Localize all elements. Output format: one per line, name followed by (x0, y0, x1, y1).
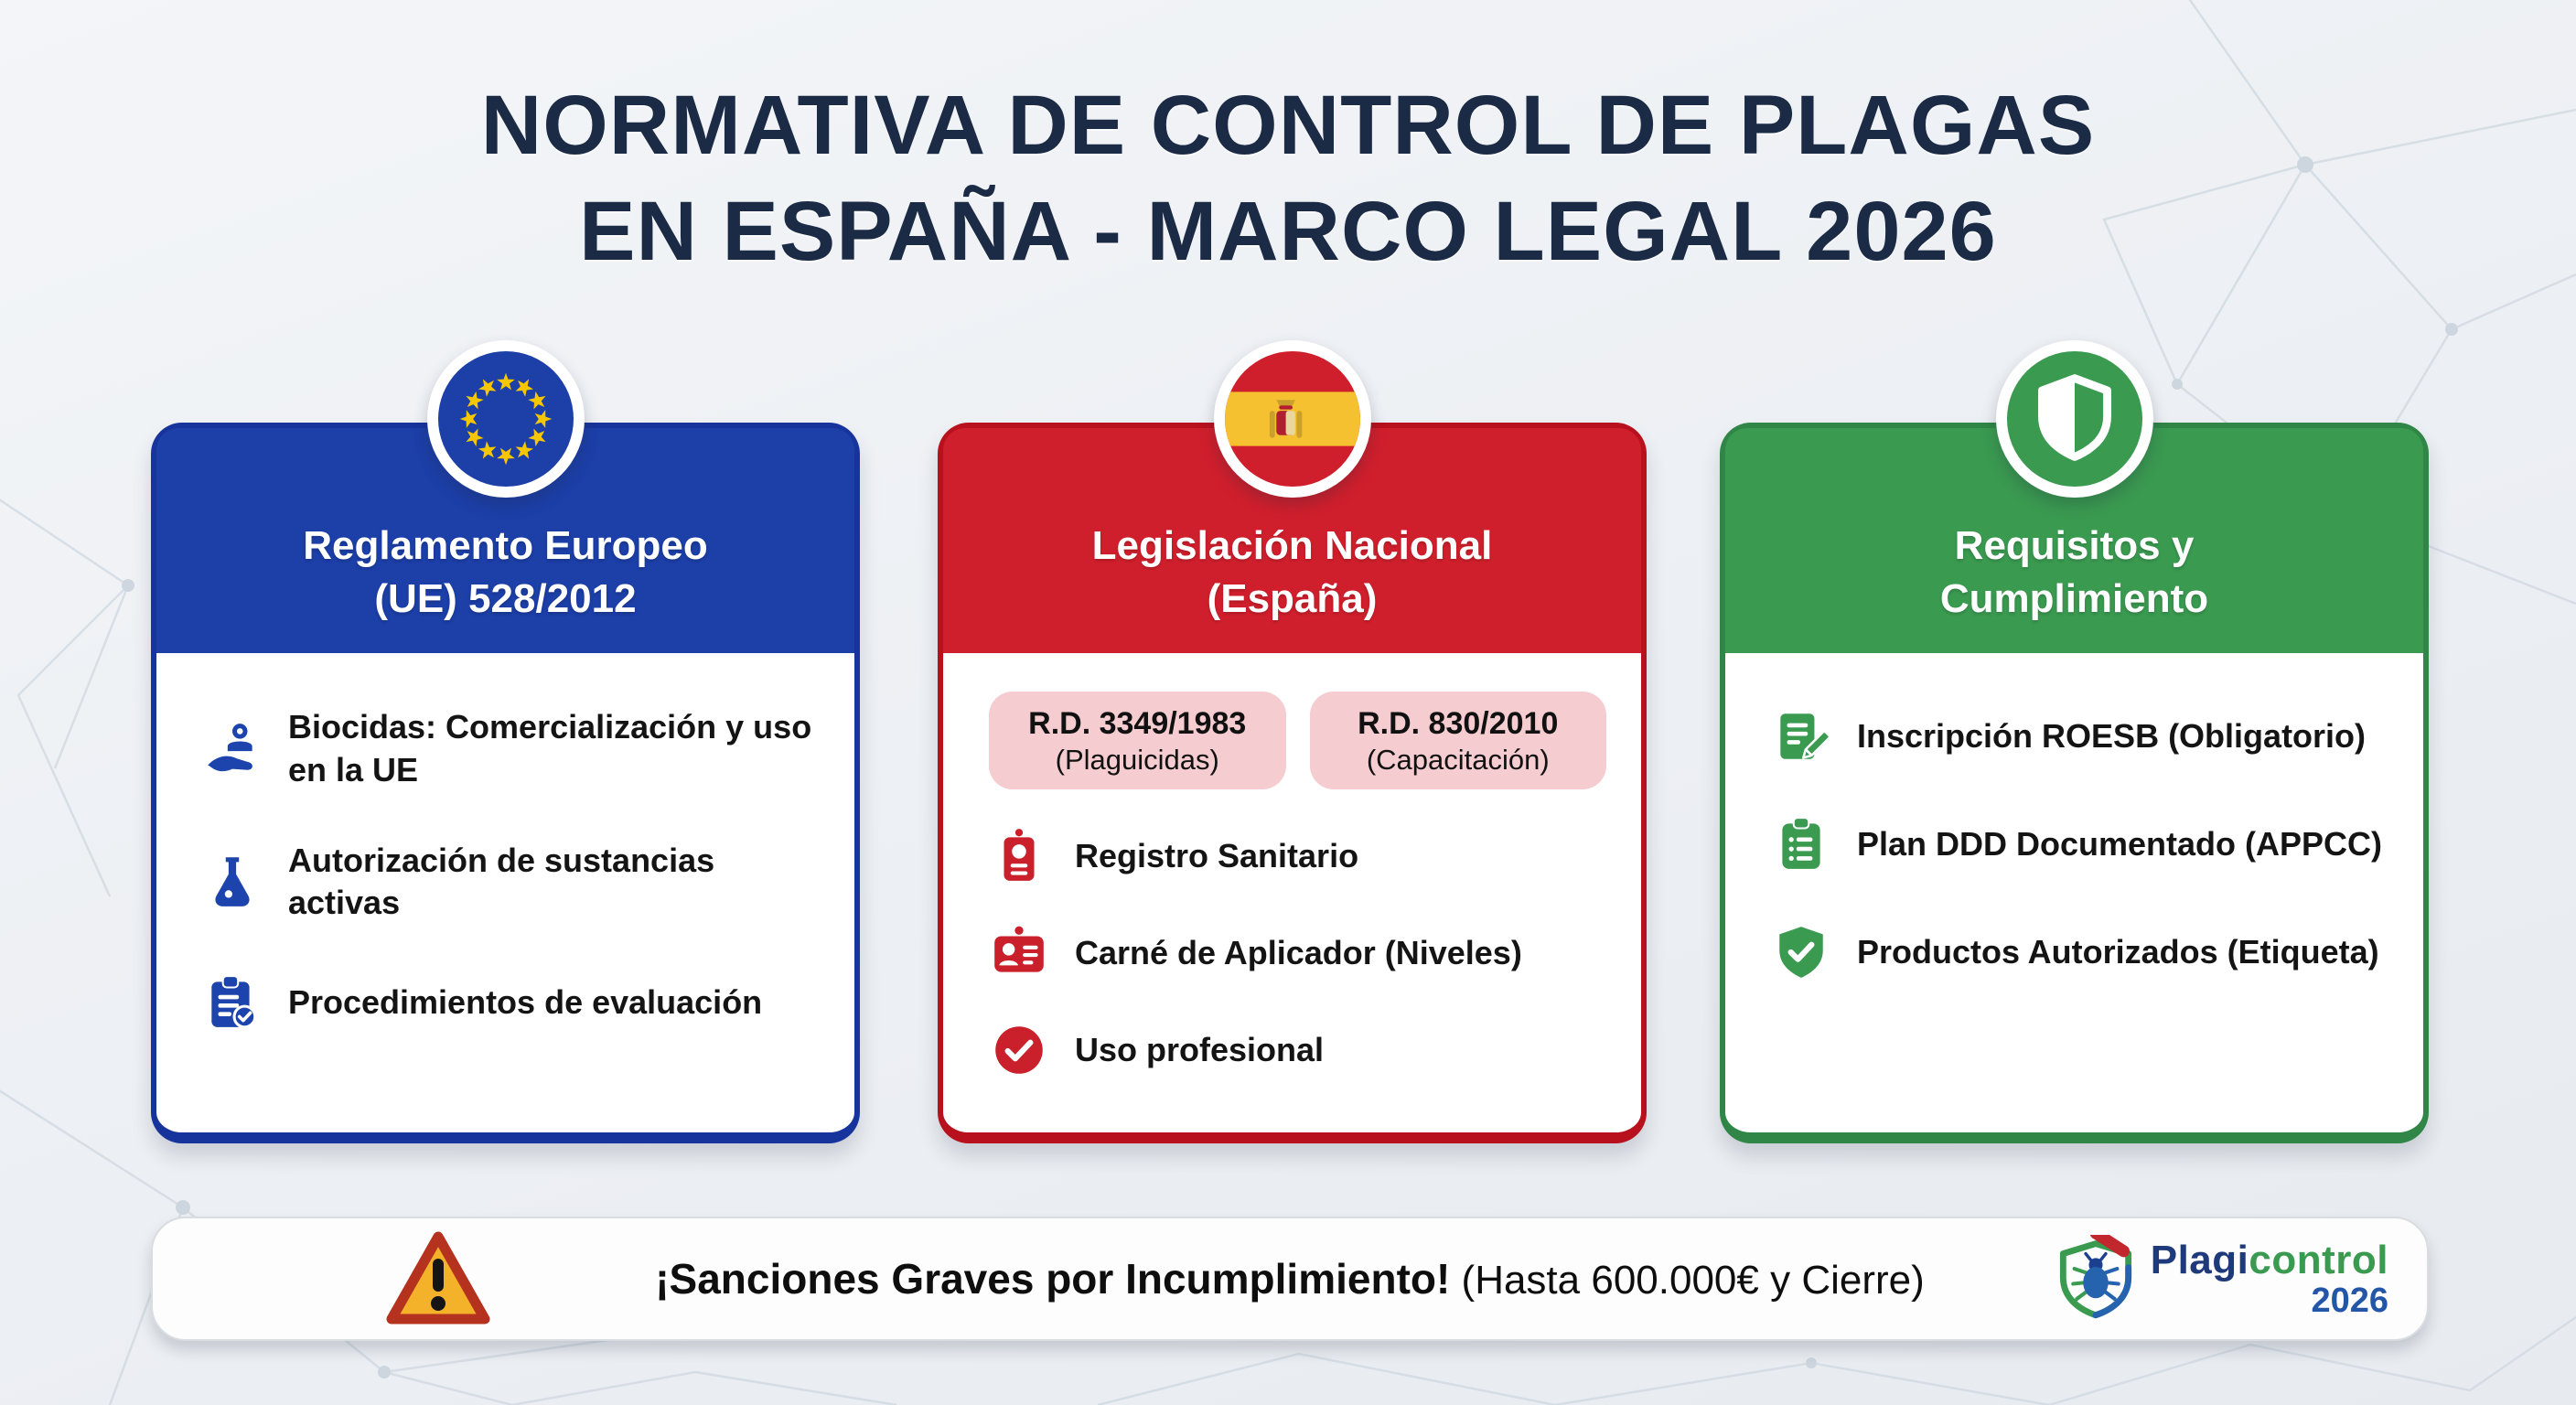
hand-care-icon (202, 719, 263, 779)
sanctions-text: ¡Sanciones Graves por Incumplimiento! (H… (655, 1254, 1925, 1303)
card-spain-title: Legislación Nacional (España) (1092, 520, 1493, 626)
card-spain-title-line2: (España) (1207, 575, 1378, 621)
card-compliance-title-line2: Cumplimiento (1939, 575, 2209, 621)
page-title-line1: NORMATIVA DE CONTROL DE PLAGAS (480, 79, 2096, 172)
id-badge-icon (989, 826, 1049, 886)
card-eu-body: Biocidas: Comercialización y uso en la U… (156, 653, 854, 1033)
sanctions-text-normal: (Hasta 600.000€ y Cierre) (1450, 1258, 1925, 1303)
list-item-text: Carné de Aplicador (Niveles) (1075, 933, 1522, 971)
plagicontrol-logo-name: Plagicontrol (2151, 1238, 2388, 1283)
list-item-text: Autorización de sustancias activas (288, 841, 715, 922)
plagicontrol-logo-text: Plagicontrol 2026 (2151, 1238, 2388, 1321)
eu-flag-icon (426, 340, 585, 498)
clipboard-list-icon (1771, 814, 1831, 874)
card-eu-title: Reglamento Europeo (UE) 528/2012 (303, 520, 708, 626)
card-spain-title-line1: Legislación Nacional (1091, 522, 1493, 568)
list-item-lead: Biocidas: (288, 708, 437, 745)
list-item: Uso profesional (989, 1020, 1606, 1080)
card-compliance-body: Inscripción ROESB (Obligatorio) Plan DDD… (1725, 653, 2423, 982)
decree-chips: R.D. 3349/1983 (Plaguicidas) R.D. 830/20… (989, 692, 1606, 789)
logo-name-part1: Plagi (2150, 1237, 2249, 1282)
warning-triangle-icon (386, 1231, 490, 1325)
list-item-text: Plan DDD Documentado (APPCC) (1857, 824, 2383, 863)
list-item: Procedimientos de evaluación (202, 972, 820, 1033)
document-pencil-icon (1771, 706, 1831, 767)
logo-name-part2: control (2249, 1237, 2388, 1282)
card-spain-body: R.D. 3349/1983 (Plaguicidas) R.D. 830/20… (943, 653, 1641, 1080)
id-card-icon (989, 923, 1049, 983)
decree-chip: R.D. 3349/1983 (Plaguicidas) (989, 692, 1286, 789)
list-item-text: Procedimientos de evaluación (288, 982, 763, 1021)
card-eu-title-line1: Reglamento Europeo (303, 522, 708, 568)
decree-chip-number: R.D. 830/2010 (1358, 706, 1559, 741)
flask-icon (202, 852, 263, 912)
list-item: Carné de Aplicador (Niveles) (989, 923, 1606, 983)
list-item-text: Productos Autorizados (Etiqueta) (1857, 932, 2379, 971)
list-item: Registro Sanitario (989, 826, 1606, 886)
card-eu-title-line2: (UE) 528/2012 (374, 575, 637, 621)
decree-chip: R.D. 830/2010 (Capacitación) (1309, 692, 1606, 789)
shield-check-icon (1771, 922, 1831, 982)
list-item: Plan DDD Documentado (APPCC) (1771, 814, 2388, 874)
logo-year: 2026 (2311, 1281, 2388, 1320)
card-compliance-title-line1: Requisitos y (1954, 522, 2195, 568)
clipboard-check-icon (202, 972, 263, 1033)
card-requirements-compliance: Requisitos y Cumplimiento (1720, 340, 2429, 1143)
list-item: Autorización de sustancias activas (202, 840, 820, 926)
card-national-legislation: Legislación Nacional (España) R.D. 3349/… (938, 340, 1647, 1143)
list-item-text: Inscripción ROESB (Obligatorio) (1857, 716, 2367, 755)
list-item-rest: Comercialización y uso en la UE (288, 708, 812, 788)
list-item: Biocidas: Comercialización y uso en la U… (202, 706, 820, 792)
check-circle-icon (989, 1020, 1049, 1080)
sanctions-banner: ¡Sanciones Graves por Incumplimiento! (H… (151, 1217, 2429, 1341)
list-item: Inscripción ROESB (Obligatorio) (1771, 706, 2388, 767)
list-item-text: Biocidas: Comercialización y uso en la U… (288, 706, 820, 792)
list-item-text: Uso profesional (1075, 1030, 1325, 1068)
decree-chip-number: R.D. 3349/1983 (1028, 706, 1247, 741)
shield-icon (1995, 340, 2153, 498)
list-item: Productos Autorizados (Etiqueta) (1771, 922, 2388, 982)
decree-chip-subject: (Capacitación) (1366, 744, 1550, 776)
card-compliance-title: Requisitos y Cumplimiento (1940, 520, 2208, 626)
card-eu-regulation: Reglamento Europeo (UE) 528/2012 Biocida… (151, 340, 860, 1143)
sanctions-text-bold: ¡Sanciones Graves por Incumplimiento! (655, 1255, 1451, 1303)
plagicontrol-shield-bug-icon (2059, 1235, 2131, 1319)
spain-flag-icon (1213, 340, 1371, 498)
list-item-text: Registro Sanitario (1075, 836, 1359, 874)
page-title: NORMATIVA DE CONTROL DE PLAGAS EN ESPAÑA… (0, 73, 2576, 285)
decree-chip-subject: (Plaguicidas) (1055, 744, 1219, 776)
plagicontrol-logo: Plagicontrol 2026 (2052, 1235, 2388, 1323)
page-title-line2: EN ESPAÑA - MARCO LEGAL 2026 (579, 184, 1997, 278)
